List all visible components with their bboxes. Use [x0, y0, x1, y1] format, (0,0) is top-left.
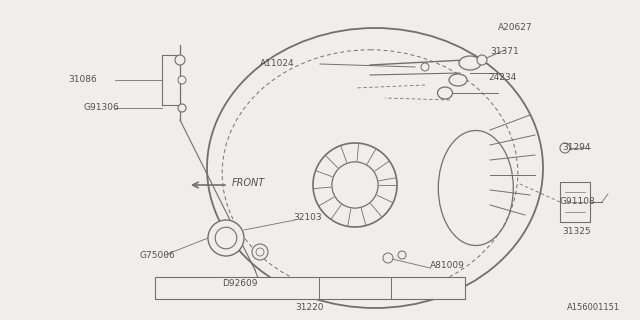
Circle shape — [175, 55, 185, 65]
Ellipse shape — [207, 28, 543, 308]
Text: 31325: 31325 — [562, 228, 591, 236]
Text: 24234: 24234 — [488, 74, 516, 83]
Bar — [155, 277, 465, 299]
Text: G91306: G91306 — [83, 103, 119, 113]
Circle shape — [477, 55, 487, 65]
Circle shape — [215, 227, 237, 249]
Text: 31220: 31220 — [296, 303, 324, 313]
Text: G91108: G91108 — [560, 197, 596, 206]
Circle shape — [332, 162, 378, 208]
Text: FRONT: FRONT — [232, 178, 265, 188]
Text: 31294: 31294 — [562, 143, 591, 153]
Circle shape — [252, 244, 268, 260]
Text: 32103: 32103 — [293, 213, 322, 222]
Text: D92609: D92609 — [222, 278, 258, 287]
Circle shape — [178, 76, 186, 84]
Text: A11024: A11024 — [260, 60, 294, 68]
Text: 31086: 31086 — [68, 76, 97, 84]
Ellipse shape — [438, 87, 452, 99]
Text: A20627: A20627 — [498, 23, 532, 33]
Circle shape — [208, 220, 244, 256]
Text: G75006: G75006 — [140, 251, 176, 260]
Circle shape — [313, 143, 397, 227]
Ellipse shape — [459, 56, 481, 70]
Text: 31371: 31371 — [490, 47, 519, 57]
Text: A156001151: A156001151 — [567, 303, 620, 313]
Text: A81009: A81009 — [430, 260, 465, 269]
Circle shape — [256, 248, 264, 256]
Circle shape — [421, 63, 429, 71]
Circle shape — [178, 104, 186, 112]
Circle shape — [383, 253, 393, 263]
Circle shape — [398, 251, 406, 259]
Ellipse shape — [449, 74, 467, 86]
Bar — [560, 182, 590, 222]
Circle shape — [560, 143, 570, 153]
